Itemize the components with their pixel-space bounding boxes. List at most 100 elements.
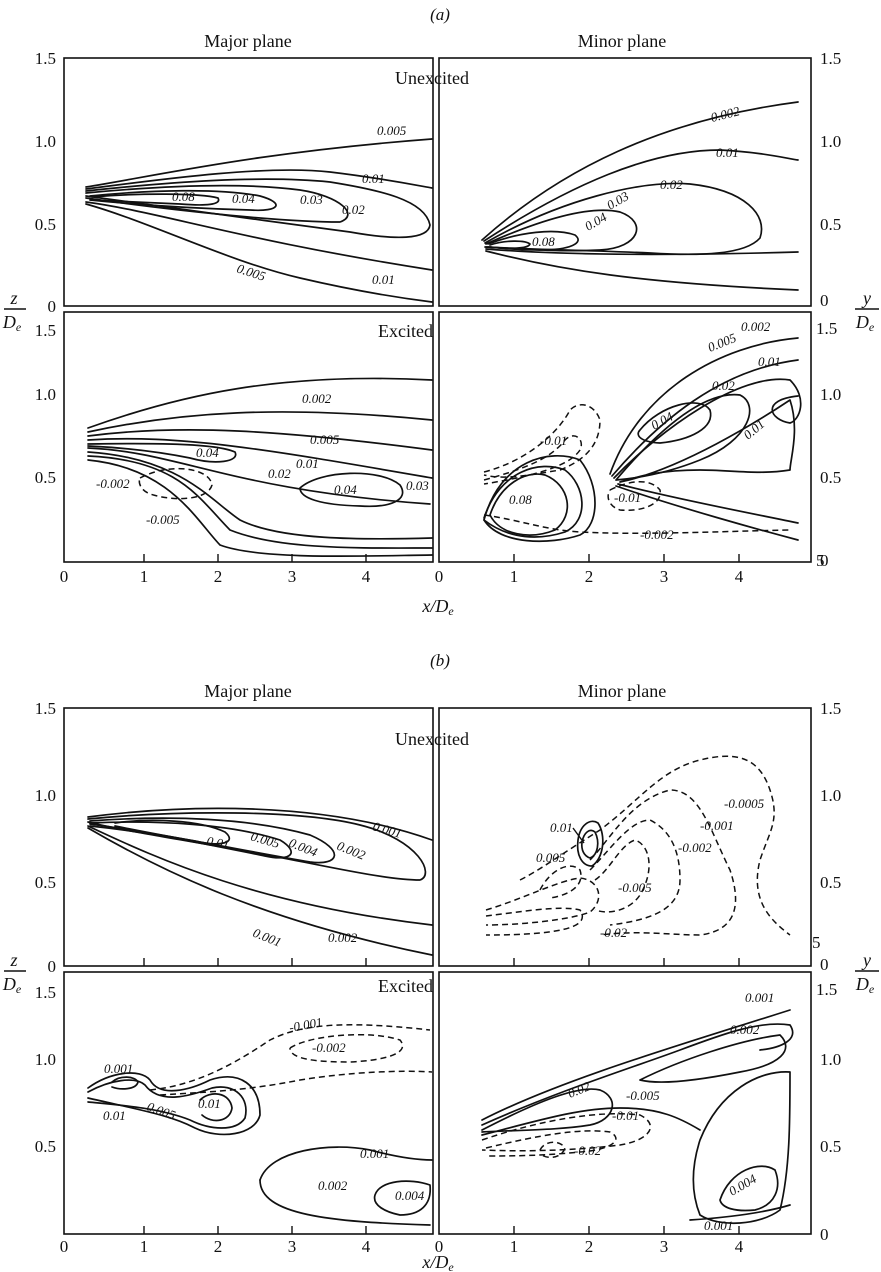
y-tick-label: 0	[820, 955, 829, 974]
panel-frame-minor-excited	[438, 311, 812, 563]
y-tick-label: 0.5	[35, 468, 56, 487]
y-tick-label: 1.5	[820, 49, 841, 68]
contour-line	[613, 378, 802, 479]
contour-line	[485, 877, 600, 926]
contour-line	[111, 1076, 139, 1090]
contour-label: -0.0005	[724, 796, 765, 811]
panel-title-minor: Minor plane	[578, 681, 666, 701]
x-ticks: 0 1 2 3 4 0 1 2 3 4 5	[60, 933, 821, 1256]
contour-line	[483, 435, 582, 485]
contour-label: 0.02	[660, 177, 683, 192]
contour-line	[483, 404, 601, 478]
y-tick-label: 1.5	[816, 319, 837, 338]
right-y-ticks: 1.5 1.0 0.5 0 1.5 1.0 0.5 0	[816, 699, 841, 1244]
y-tick-label: 0.5	[35, 1137, 56, 1156]
contour-line	[87, 827, 433, 956]
contours-a-major-excited: 0.002 0.005 0.01 0.02 0.04 0.04 0.03 -0.…	[87, 377, 433, 558]
contour-label: -0.002	[640, 527, 674, 542]
axis-denominator: De	[2, 312, 22, 334]
contour-line	[519, 755, 791, 936]
contour-label: -0.001	[288, 1014, 324, 1035]
contour-line	[259, 1146, 433, 1181]
panel-title-major: Major plane	[204, 31, 291, 51]
contour-line	[692, 1071, 791, 1225]
y-tick-label: 0.5	[820, 215, 841, 234]
contour-line	[607, 481, 661, 512]
contour-line	[289, 1033, 404, 1063]
contour-line	[87, 451, 433, 540]
contour-line	[483, 514, 791, 535]
contour-line	[485, 907, 584, 936]
section-b: (b) Major plane Minor plane Unexcited Ex…	[2, 651, 879, 1272]
panel-frame-minor-excited	[438, 971, 812, 1235]
contour-label: -0.002	[678, 840, 712, 855]
contour-line	[138, 467, 213, 500]
contour-label: 0.04	[334, 482, 357, 497]
y-tick-label: 1.0	[35, 1050, 56, 1069]
contour-line	[485, 250, 799, 291]
x-tick-label: 3	[660, 567, 669, 586]
contour-label: 0.004	[726, 1171, 759, 1199]
contour-label: -0.005	[618, 880, 652, 895]
contour-line	[481, 1009, 791, 1121]
contour-line	[576, 820, 604, 867]
contour-line	[87, 447, 431, 505]
contour-line	[619, 399, 796, 483]
leader-line	[572, 827, 585, 844]
y-tick-label: 1.5	[35, 699, 56, 718]
left-y-ticks: 1.5 1.0 0.5 0 1.5 1.0 0.5	[35, 49, 56, 487]
x-tick-label: 5	[816, 551, 825, 570]
contour-label: -0.02	[574, 1143, 602, 1158]
contour-line	[259, 1179, 431, 1226]
condition-label: Unexcited	[395, 729, 469, 749]
contour-label: 0.01	[296, 456, 319, 471]
contour-line	[489, 240, 531, 250]
panel-frame-major-unexcited	[63, 707, 434, 967]
contour-label: -0.02	[600, 925, 628, 940]
contour-label: 0.001	[251, 925, 284, 950]
y-tick-label: 0	[48, 957, 57, 976]
contour-label: 0.08	[172, 189, 195, 204]
y-tick-label: 1.5	[35, 983, 56, 1002]
section-label: (b)	[430, 651, 450, 670]
right-y-ticks: 1.5 1.0 0.5 0 1.5 1.0 0.5 0	[816, 49, 841, 570]
contour-label: 0.004	[287, 835, 320, 860]
contour-label: 0.01	[198, 1096, 221, 1111]
panel-frame-major-excited	[63, 971, 434, 1235]
section-label: (a)	[430, 5, 450, 24]
section-a: (a) Major plane Minor plane Unexcited Ex…	[2, 5, 879, 618]
contours-a-minor-excited: 0.002 0.005 0.01 0.02 0.04 0.01 -0.01 0.…	[483, 319, 802, 543]
contour-label: 0.005	[145, 1099, 178, 1123]
y-tick-label: 1.5	[35, 321, 56, 340]
x-tick-label: 3	[288, 1237, 297, 1256]
panel-frame-minor-unexcited	[438, 707, 812, 967]
x-tick-label: 3	[288, 567, 297, 586]
contour-line	[149, 1024, 431, 1091]
contours-a-major-unexcited: 0.005 0.01 0.02 0.03 0.04 0.08 0.01 0.00…	[85, 123, 433, 303]
left-axis-title: z De	[2, 950, 26, 996]
contour-line	[617, 483, 799, 524]
contour-line	[615, 485, 799, 541]
contour-label: 0.005	[235, 261, 268, 284]
panel-title-minor: Minor plane	[578, 31, 666, 51]
contour-label: 0.005	[706, 330, 739, 355]
axis-denominator: De	[855, 312, 875, 334]
panel-frame-major-unexcited	[63, 57, 434, 307]
x-tick-label: 4	[735, 1237, 744, 1256]
contour-line	[481, 1023, 794, 1126]
contour-label: -0.01	[612, 1108, 639, 1123]
contour-line	[85, 201, 433, 271]
y-tick-label: 0.5	[820, 873, 841, 892]
contour-label: 0.02	[268, 466, 291, 481]
contour-line	[489, 473, 569, 536]
contour-line	[85, 138, 433, 188]
contour-label: 0.02	[712, 378, 735, 393]
axis-numerator: z	[9, 288, 17, 308]
x-tick-label: 0	[60, 567, 69, 586]
contour-label: 0.002	[318, 1178, 348, 1193]
x-tick-label: 1	[510, 1237, 519, 1256]
contour-line	[481, 1112, 652, 1152]
contour-line	[159, 1070, 433, 1096]
contour-line	[609, 337, 799, 475]
